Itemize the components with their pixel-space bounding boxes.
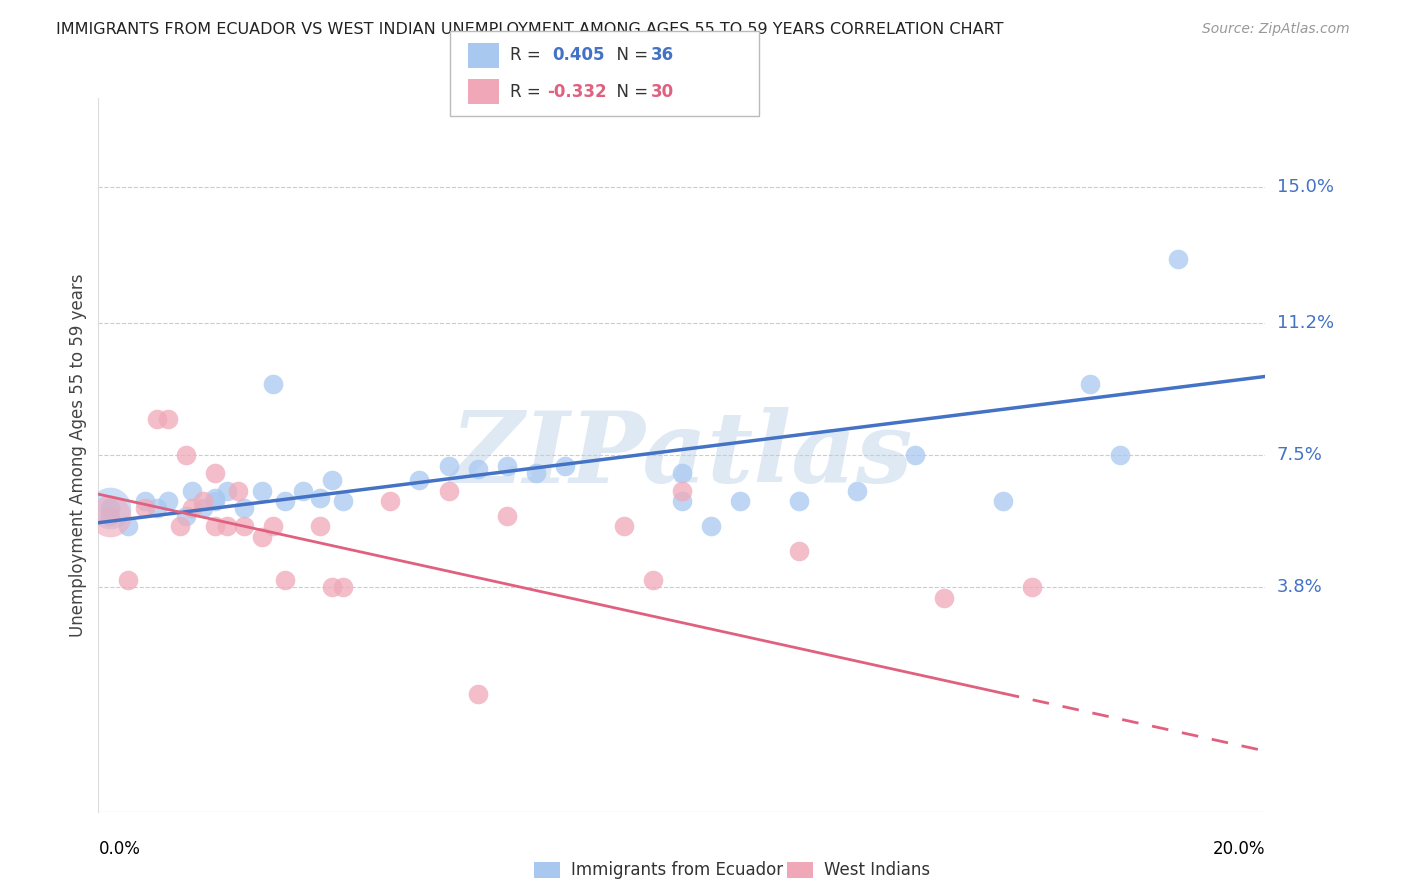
- Point: [467, 687, 489, 701]
- Text: West Indians: West Indians: [824, 861, 929, 879]
- Point: [274, 573, 297, 587]
- Y-axis label: Unemployment Among Ages 55 to 59 years: Unemployment Among Ages 55 to 59 years: [69, 273, 87, 637]
- Point: [1080, 376, 1102, 391]
- Point: [309, 519, 332, 533]
- Text: Source: ZipAtlas.com: Source: ZipAtlas.com: [1202, 22, 1350, 37]
- Point: [332, 494, 354, 508]
- Point: [321, 473, 343, 487]
- Point: [437, 458, 460, 473]
- Point: [467, 462, 489, 476]
- Point: [787, 494, 810, 508]
- Point: [193, 494, 215, 508]
- Text: Immigrants from Ecuador: Immigrants from Ecuador: [571, 861, 783, 879]
- Text: 15.0%: 15.0%: [1277, 178, 1333, 196]
- Point: [1021, 580, 1043, 594]
- Point: [671, 494, 693, 508]
- Point: [204, 494, 226, 508]
- Point: [934, 591, 956, 605]
- Point: [180, 501, 202, 516]
- Text: 30: 30: [651, 83, 673, 101]
- Point: [146, 501, 169, 516]
- Point: [180, 483, 202, 498]
- Point: [321, 580, 343, 594]
- Point: [1108, 448, 1130, 462]
- Text: 7.5%: 7.5%: [1277, 446, 1323, 464]
- Point: [98, 501, 121, 516]
- Point: [1167, 252, 1189, 266]
- Point: [98, 508, 121, 523]
- Point: [157, 494, 180, 508]
- Point: [134, 501, 156, 516]
- Point: [408, 473, 430, 487]
- Point: [728, 494, 751, 508]
- Point: [134, 494, 156, 508]
- Text: IMMIGRANTS FROM ECUADOR VS WEST INDIAN UNEMPLOYMENT AMONG AGES 55 TO 59 YEARS CO: IMMIGRANTS FROM ECUADOR VS WEST INDIAN U…: [56, 22, 1004, 37]
- Point: [169, 519, 191, 533]
- Point: [262, 519, 284, 533]
- Text: N =: N =: [606, 83, 654, 101]
- Point: [671, 466, 693, 480]
- Point: [204, 519, 226, 533]
- Text: 36: 36: [651, 46, 673, 64]
- Point: [215, 519, 238, 533]
- Text: 11.2%: 11.2%: [1277, 314, 1334, 332]
- Point: [787, 544, 810, 558]
- Point: [437, 483, 460, 498]
- Point: [228, 483, 250, 498]
- Point: [174, 508, 197, 523]
- Point: [98, 501, 121, 516]
- Point: [845, 483, 868, 498]
- Point: [309, 491, 332, 505]
- Point: [215, 483, 238, 498]
- Point: [495, 508, 517, 523]
- Point: [250, 483, 273, 498]
- Point: [250, 530, 273, 544]
- Point: [332, 580, 354, 594]
- Point: [193, 501, 215, 516]
- Text: ZIPatlas: ZIPatlas: [451, 407, 912, 503]
- Point: [204, 466, 226, 480]
- Point: [98, 508, 121, 523]
- Text: R =: R =: [510, 46, 551, 64]
- Point: [524, 466, 547, 480]
- Text: 3.8%: 3.8%: [1277, 578, 1322, 596]
- Point: [700, 519, 723, 533]
- Point: [117, 519, 139, 533]
- Text: 0.0%: 0.0%: [98, 840, 141, 858]
- Point: [554, 458, 576, 473]
- Point: [117, 573, 139, 587]
- Point: [233, 519, 256, 533]
- Text: N =: N =: [606, 46, 654, 64]
- Point: [157, 412, 180, 426]
- Point: [233, 501, 256, 516]
- Text: 20.0%: 20.0%: [1213, 840, 1265, 858]
- Text: R =: R =: [510, 83, 547, 101]
- Point: [904, 448, 927, 462]
- Point: [204, 491, 226, 505]
- Point: [291, 483, 314, 498]
- Text: -0.332: -0.332: [547, 83, 606, 101]
- Point: [274, 494, 297, 508]
- Point: [612, 519, 634, 533]
- Point: [495, 458, 517, 473]
- Point: [262, 376, 284, 391]
- Point: [146, 412, 169, 426]
- Text: 0.405: 0.405: [553, 46, 605, 64]
- Point: [991, 494, 1014, 508]
- Point: [378, 494, 402, 508]
- Point: [174, 448, 197, 462]
- Point: [671, 483, 693, 498]
- Point: [641, 573, 664, 587]
